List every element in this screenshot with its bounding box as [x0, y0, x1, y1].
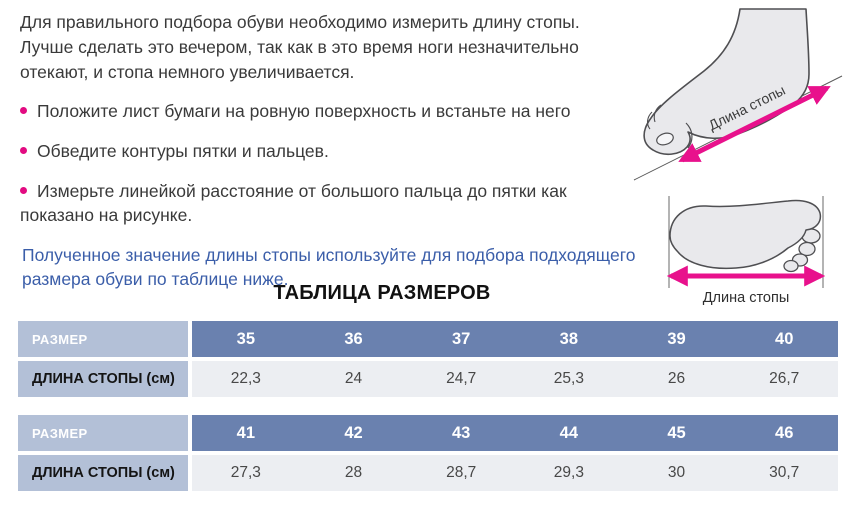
- list-item-text: Положите лист бумаги на ровную поверхнос…: [37, 101, 571, 121]
- size-row-label: РАЗМЕР: [18, 415, 188, 451]
- size-table-title: ТАБЛИЦА РАЗМЕРОВ: [273, 282, 491, 304]
- length-cell: 25,3: [553, 370, 584, 387]
- length-cell: 24,7: [446, 370, 477, 387]
- length-cell: 30: [667, 464, 686, 481]
- intro-paragraph: Для правильного подбора обуви необходимо…: [20, 12, 580, 82]
- bullet-icon: [20, 186, 27, 194]
- size-table-1: РАЗМЕР 35 36 37 38 39 40 ДЛИНА СТОПЫ (см) 22,…: [18, 321, 838, 397]
- length-cell: 29,3: [553, 464, 584, 481]
- size-cell: 36: [344, 329, 363, 348]
- size-cell: 46: [775, 423, 794, 442]
- length-cell: 26,7: [769, 370, 800, 387]
- bullet-icon: [20, 106, 27, 114]
- bullet-icon: [20, 146, 27, 154]
- length-row-label: ДЛИНА СТОПЫ (см): [18, 361, 188, 397]
- foot-outline: [643, 8, 810, 156]
- size-cell: 40: [775, 329, 794, 348]
- length-cell: 28,7: [446, 464, 477, 481]
- header-row: РАЗМЕР 41 42 43 44 45 46: [18, 415, 838, 451]
- size-cell: 35: [236, 329, 256, 348]
- length-cell: 24: [344, 370, 363, 387]
- data-row: ДЛИНА СТОПЫ (см) 27,3 28 28,7 29,3 30 30,7: [18, 455, 838, 491]
- data-row: ДЛИНА СТОПЫ (см) 22,3 24 24,7 25,3 26 26,7: [18, 361, 838, 397]
- list-item: Измерьте линейкой расстояние от большого…: [20, 179, 598, 227]
- sizes-strip: 35 36 37 38 39 40: [192, 321, 838, 357]
- measurement-arrow-icon: [678, 85, 831, 163]
- small-toes-lines: [647, 104, 662, 130]
- size-cell: 38: [559, 329, 579, 348]
- size-cell: 37: [452, 329, 471, 348]
- lengths-strip: 22,3 24 24,7 25,3 26 26,7: [192, 361, 838, 397]
- size-cell: 42: [344, 423, 363, 442]
- size-cell: 43: [452, 423, 471, 442]
- instructions-column: Для правильного подбора обуви необходимо…: [20, 10, 668, 291]
- instruction-list: Положите лист бумаги на ровную поверхнос…: [20, 99, 598, 227]
- toenail: [656, 132, 674, 146]
- small-toes: [783, 228, 821, 273]
- length-row-label: ДЛИНА СТОПЫ (см): [18, 455, 188, 491]
- lengths-strip: 27,3 28 28,7 29,3 30 30,7: [192, 455, 838, 491]
- sizes-strip: 41 42 43 44 45 46: [192, 415, 838, 451]
- length-cell: 30,7: [769, 464, 800, 481]
- list-item-text: Обведите контуры пятки и пальцев.: [37, 141, 329, 161]
- list-item-text: Измерьте линейкой расстояние от большого…: [20, 181, 567, 225]
- list-item: Положите лист бумаги на ровную поверхнос…: [20, 99, 598, 123]
- size-tables: РАЗМЕР 35 36 37 38 39 40 ДЛИНА СТОПЫ (см) 22,…: [18, 321, 838, 509]
- measure-label: Длина стопы: [703, 290, 790, 306]
- list-item: Обведите контуры пятки и пальцев.: [20, 139, 598, 163]
- length-cell: 22,3: [230, 370, 261, 387]
- sole-foot-illustration: Длина стопы: [666, 196, 826, 306]
- sole-outline: [669, 199, 822, 270]
- size-cell: 39: [667, 329, 686, 348]
- header-row: РАЗМЕР 35 36 37 38 39 40: [18, 321, 838, 357]
- size-table-2: РАЗМЕР 41 42 43 44 45 46 ДЛИНА СТОПЫ (см) 27,…: [18, 415, 838, 491]
- length-cell: 27,3: [230, 464, 261, 481]
- length-cell: 28: [344, 464, 363, 481]
- size-cell: 44: [559, 423, 579, 442]
- size-row-label: РАЗМЕР: [18, 321, 188, 357]
- size-cell: 41: [236, 423, 256, 442]
- side-foot-illustration: Длина стопы: [633, 8, 843, 181]
- size-cell: 45: [667, 423, 686, 442]
- note-paragraph: Полученное значение длины стопы использу…: [22, 245, 636, 289]
- length-cell: 26: [667, 370, 686, 387]
